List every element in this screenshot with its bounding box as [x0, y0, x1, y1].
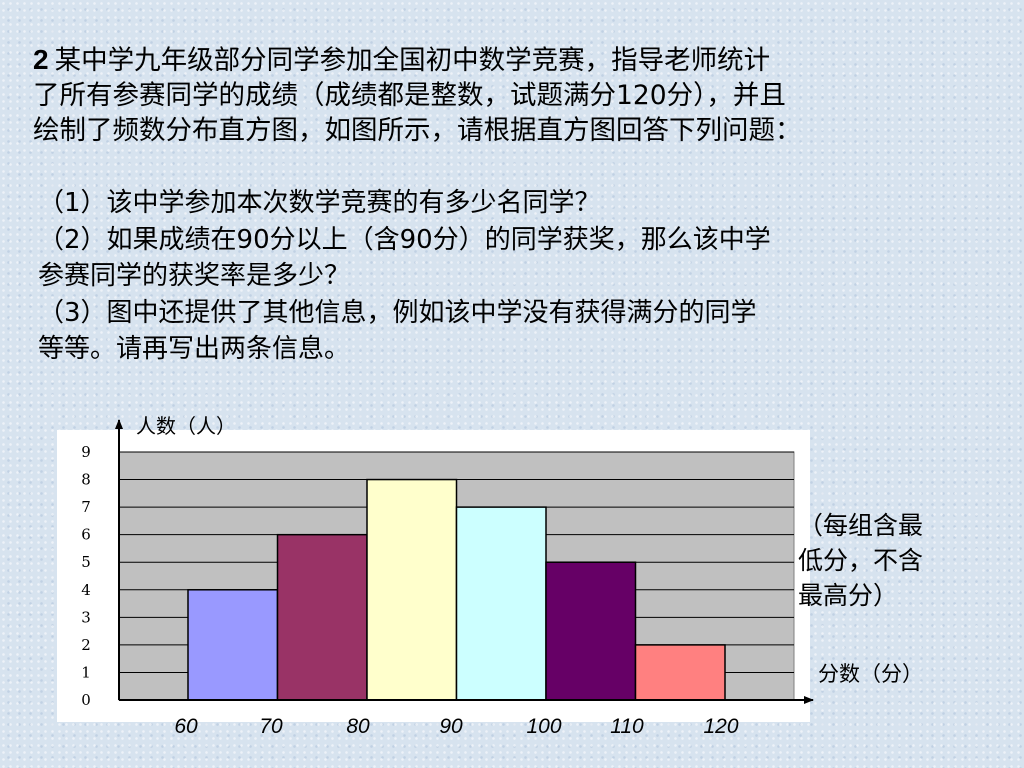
grouping-note: （每组含最 低分，不含 最高分）: [798, 508, 923, 613]
histogram-bar: [276, 533, 368, 701]
grouping-note-line-1: （每组含最: [798, 511, 924, 540]
x-tick-label: 100: [526, 715, 561, 738]
question-3-line-1: （3）图中还提供了其他信息，例如该中学没有获得满分的同学: [38, 297, 757, 328]
histogram-bar: [455, 506, 547, 701]
question-2-line-2: 参赛同学的获奖率是多少？: [38, 261, 351, 291]
y-tick-label: 2: [81, 636, 91, 654]
y-tick-label: 6: [81, 526, 91, 544]
question-3-line-2: 等等。请再写出两条信息。: [38, 334, 351, 364]
y-tick-labels: 0 1 2 3 4 5 6 7 8 9: [81, 443, 91, 709]
grouping-note-line-3: 最高分）: [798, 581, 899, 610]
y-tick-label: 3: [81, 608, 91, 626]
problem-statement: 2 某中学九年级部分同学参加全国初中数学竞赛，指导老师统计 了所有参赛同学的成绩（…: [33, 42, 1013, 148]
x-tick-label: 110: [610, 715, 644, 738]
problem-line-1-text: 某中学九年级部分同学参加全国初中数学竞赛，指导老师统计: [54, 45, 771, 76]
x-tick-label: 70: [259, 715, 283, 738]
x-tick-label: 90: [439, 715, 463, 738]
x-tick-label: 120: [703, 715, 738, 738]
problem-line-1: 2 某中学九年级部分同学参加全国初中数学竞赛，指导老师统计: [33, 42, 1013, 78]
histogram-bar: [545, 561, 637, 701]
x-tick-label: 60: [174, 715, 198, 738]
bars: [187, 478, 726, 701]
histogram-bar: [634, 644, 726, 701]
question-2-line-1: （2）如果成绩在90分以上（含90分）的同学获奖，那么该中学: [38, 224, 771, 255]
histogram-bar: [187, 589, 279, 701]
y-axis-label: 人数（人）: [136, 414, 236, 438]
problem-line-3: 绘制了频数分布直方图，如图所示，请根据直方图回答下列问题：: [33, 115, 802, 146]
y-tick-label: 0: [81, 691, 91, 709]
x-axis-label: 分数（分）: [818, 662, 923, 686]
y-tick-label: 1: [81, 663, 91, 681]
y-tick-label: 7: [81, 498, 91, 516]
y-tick-label: 9: [81, 443, 91, 461]
histogram-bar: [366, 478, 458, 701]
x-tick-label: 80: [346, 715, 370, 738]
question-1: （1）该中学参加本次数学竞赛的有多少名同学？: [38, 188, 601, 218]
question-list: （1）该中学参加本次数学竞赛的有多少名同学？ （2）如果成绩在90分以上（含90…: [38, 185, 998, 368]
problem-line-2: 了所有参赛同学的成绩（成绩都是整数，试题满分120分），并且: [33, 80, 786, 111]
grouping-note-line-2: 低分，不含: [798, 546, 924, 575]
y-tick-label: 4: [81, 581, 91, 599]
y-tick-label: 8: [81, 471, 91, 489]
problem-number: 2: [33, 44, 49, 75]
x-tick-labels: 60 70 80 90 100 110 120: [174, 715, 739, 738]
y-tick-label: 5: [81, 553, 91, 571]
